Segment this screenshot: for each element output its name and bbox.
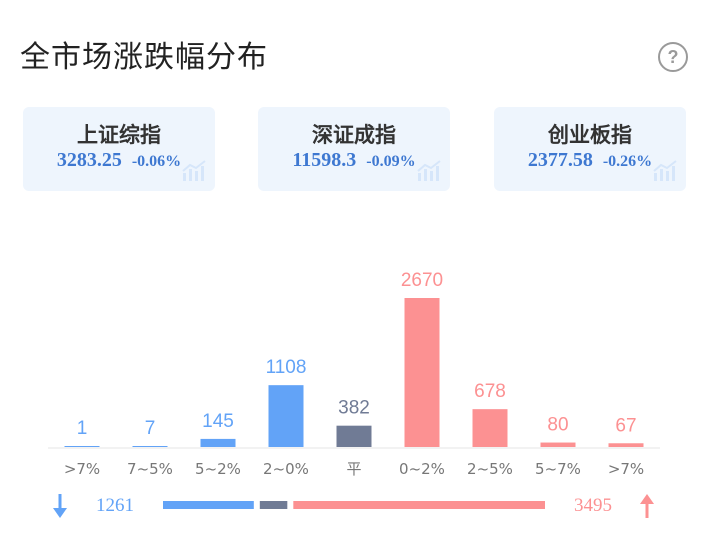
trend-chart-icon bbox=[182, 160, 206, 181]
x-tick-label: 2~5% bbox=[467, 460, 513, 478]
bar-value-label: 382 bbox=[338, 398, 370, 419]
index-change: -0.26% bbox=[602, 153, 653, 170]
trend-chart-icon bbox=[417, 160, 441, 181]
bar[interactable] bbox=[268, 385, 304, 447]
down-arrow-icon bbox=[53, 494, 67, 518]
x-tick-label: 2~0% bbox=[263, 460, 309, 478]
index-name: 创业板指 bbox=[548, 123, 632, 147]
trend-chart-icon bbox=[653, 160, 677, 181]
index-card-chinext[interactable]: 创业板指 2377.58 -0.26% bbox=[494, 107, 686, 191]
index-change: -0.06% bbox=[131, 153, 182, 170]
index-value: 11598.3 bbox=[292, 149, 357, 171]
help-icon[interactable]: ? bbox=[658, 42, 688, 72]
x-tick-label: 7~5% bbox=[127, 460, 173, 478]
x-tick-label: 5~7% bbox=[535, 460, 581, 478]
flat-proportion-bar bbox=[259, 501, 288, 509]
index-card-shenzhen[interactable]: 深证成指 11598.3 -0.09% bbox=[258, 107, 450, 191]
index-name: 上证综指 bbox=[77, 123, 161, 147]
bar[interactable] bbox=[64, 446, 100, 447]
x-tick-label: 5~2% bbox=[195, 460, 241, 478]
index-change: -0.09% bbox=[366, 153, 416, 170]
bar[interactable] bbox=[608, 443, 644, 447]
bar[interactable] bbox=[132, 446, 168, 447]
bar-value-label: 2670 bbox=[401, 270, 443, 291]
x-tick-label: 平 bbox=[346, 460, 361, 478]
index-value: 3283.25 bbox=[56, 149, 122, 171]
x-tick-label: 0~2% bbox=[399, 460, 445, 478]
bar-value-label: 678 bbox=[474, 381, 506, 402]
bar[interactable] bbox=[472, 409, 508, 447]
x-tick-label: >7% bbox=[608, 460, 644, 478]
index-value: 2377.58 bbox=[527, 149, 593, 171]
up-count: 3495 bbox=[574, 495, 612, 516]
index-card-shanghai[interactable]: 上证综指 3283.25 -0.06% bbox=[23, 107, 215, 191]
down-proportion-bar bbox=[163, 501, 254, 509]
index-name: 深证成指 bbox=[312, 123, 396, 147]
bar[interactable] bbox=[404, 298, 440, 447]
bar[interactable] bbox=[336, 425, 372, 447]
page-title: 全市场涨跌幅分布 bbox=[20, 40, 268, 75]
bar-value-label: 1108 bbox=[266, 357, 307, 378]
bar-value-label: 67 bbox=[615, 415, 636, 436]
bar-value-label: 80 bbox=[547, 415, 568, 436]
up-arrow-icon bbox=[640, 494, 654, 518]
bar[interactable] bbox=[540, 442, 576, 447]
x-tick-label: >7% bbox=[64, 460, 100, 478]
bar-value-label: 7 bbox=[145, 418, 156, 439]
down-count: 1261 bbox=[96, 495, 134, 516]
bar-value-label: 1 bbox=[77, 418, 88, 439]
bar-value-label: 145 bbox=[202, 411, 234, 432]
bar[interactable] bbox=[200, 438, 236, 447]
summary-bar: 1261 3495 bbox=[53, 494, 654, 518]
up-proportion-bar bbox=[293, 501, 545, 509]
